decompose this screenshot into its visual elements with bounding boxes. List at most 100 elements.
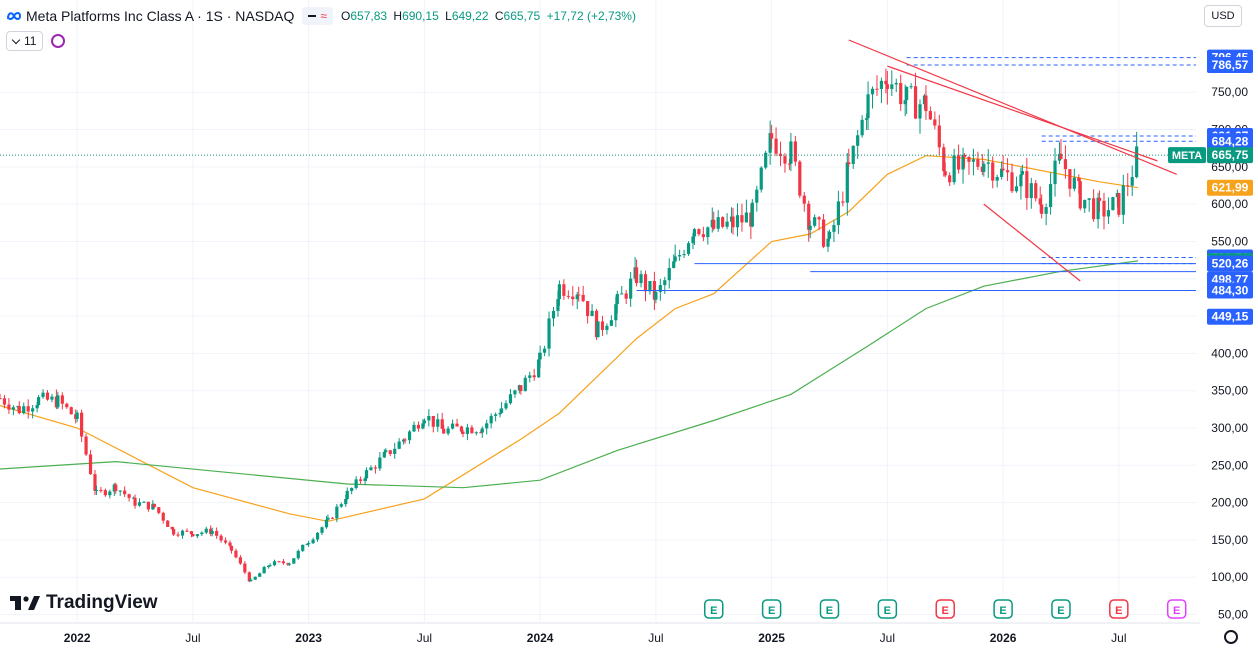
candle-body xyxy=(84,436,88,455)
candle-body xyxy=(1106,210,1111,217)
candle-body xyxy=(384,450,388,452)
price-tick-label: 600,00 xyxy=(1211,197,1248,211)
candle-body xyxy=(1010,172,1014,192)
candle-body xyxy=(421,423,425,429)
candle-body xyxy=(0,398,2,400)
candle-body xyxy=(75,412,79,419)
currency-button[interactable]: USD xyxy=(1204,5,1242,27)
candle-body xyxy=(836,201,840,226)
candle-body xyxy=(770,133,774,139)
high-value: 690,15 xyxy=(402,9,439,23)
candle-body xyxy=(479,432,483,434)
candle-body xyxy=(678,255,682,257)
symbol-tag-box xyxy=(1168,147,1206,164)
candle-body xyxy=(1063,159,1068,170)
candle-body xyxy=(1068,169,1072,189)
candle-body xyxy=(137,502,142,506)
candle-body xyxy=(378,457,382,469)
price-tick-label: 550,00 xyxy=(1211,234,1248,248)
time-tick-label: 2026 xyxy=(990,631,1017,645)
sync-icon[interactable] xyxy=(51,34,66,48)
brand-name: TradingView xyxy=(46,592,158,613)
time-tick-label: Jul xyxy=(880,631,895,645)
price-label: 449,15 xyxy=(1212,310,1249,324)
candle-body xyxy=(903,100,907,105)
symbol-title[interactable]: Meta Platforms Inc Class A · 1S · NASDAQ xyxy=(26,8,295,24)
earnings-marker-label: E xyxy=(1057,605,1064,617)
time-tick-label: Jul xyxy=(185,631,200,645)
candle-body xyxy=(200,532,204,535)
chevron-down-icon xyxy=(11,35,21,44)
price-tick-label: 150,00 xyxy=(1211,533,1248,547)
candle-body xyxy=(172,528,176,535)
candle-body xyxy=(382,451,386,458)
candle-body xyxy=(1040,204,1044,214)
candle-body xyxy=(523,377,527,392)
candle-body xyxy=(249,579,253,582)
candle-body xyxy=(11,407,15,410)
compare-pill[interactable]: ≈ xyxy=(302,7,334,25)
candle-body xyxy=(287,563,291,565)
trendline xyxy=(887,65,1158,162)
candle-body xyxy=(1048,184,1053,208)
candle-body xyxy=(311,539,315,544)
candle-body xyxy=(755,189,759,203)
candle-body xyxy=(35,405,39,409)
candle-body xyxy=(88,454,93,475)
candlesticks xyxy=(0,68,1196,583)
candle-body xyxy=(474,432,478,434)
time-axis[interactable]: 2022 Jul 2023 Jul 2024 Jul 2025 Jul 2026 Jul xyxy=(0,622,1200,645)
candle-body xyxy=(345,490,349,499)
earnings-marker-icon xyxy=(993,599,1013,619)
candle-body xyxy=(648,281,652,292)
time-tick-label: 2023 xyxy=(295,631,322,645)
candle-body xyxy=(841,201,845,203)
tradingview-logo[interactable]: TradingView xyxy=(10,592,158,614)
settings-gear-icon[interactable] xyxy=(1224,630,1238,644)
candle-body xyxy=(1020,171,1024,175)
earnings-marker-icon xyxy=(819,599,840,619)
candle-body xyxy=(971,159,976,162)
price-label-box xyxy=(1207,308,1253,325)
indicators-toggle[interactable]: 11 xyxy=(6,31,44,51)
horizontal-levels[interactable] xyxy=(636,57,1196,291)
candle-body xyxy=(258,573,262,577)
candle-body xyxy=(643,274,648,292)
candle-body xyxy=(335,506,339,519)
candle-body xyxy=(885,84,889,89)
candle-body xyxy=(307,543,311,545)
candle-body xyxy=(397,441,401,449)
chart-grid xyxy=(0,0,1196,622)
candle-body xyxy=(663,280,667,286)
candle-body xyxy=(532,375,536,378)
candle-body xyxy=(157,507,161,513)
candle-body xyxy=(991,162,995,181)
earnings-marker-icon xyxy=(1166,599,1187,619)
candle-body xyxy=(403,439,407,441)
candle-body xyxy=(894,82,898,85)
close-value: 665,75 xyxy=(503,9,541,23)
candle-body xyxy=(1102,200,1106,217)
candle-body xyxy=(369,467,373,471)
candle-body xyxy=(609,320,613,326)
candle-body xyxy=(764,152,768,168)
candle-body xyxy=(856,135,860,146)
candle-body xyxy=(431,415,435,427)
candle-body xyxy=(22,406,26,414)
candle-body xyxy=(228,542,232,546)
price-axis[interactable]: 50,00 100,00 150,00 200,00 250,00 300,00 350,0… xyxy=(1168,49,1253,622)
candle-body xyxy=(142,501,146,503)
candle-body xyxy=(1019,174,1023,187)
earnings-marker-label: E xyxy=(768,605,775,617)
candle-body xyxy=(937,125,941,148)
moving-average-0 xyxy=(0,155,1139,522)
candle-body xyxy=(1038,198,1042,205)
candle-body xyxy=(557,284,562,300)
candle-body xyxy=(712,219,716,229)
candle-body xyxy=(590,310,594,317)
candle-body xyxy=(118,490,122,492)
trendlines[interactable] xyxy=(848,39,1177,282)
candle-body xyxy=(600,321,605,330)
